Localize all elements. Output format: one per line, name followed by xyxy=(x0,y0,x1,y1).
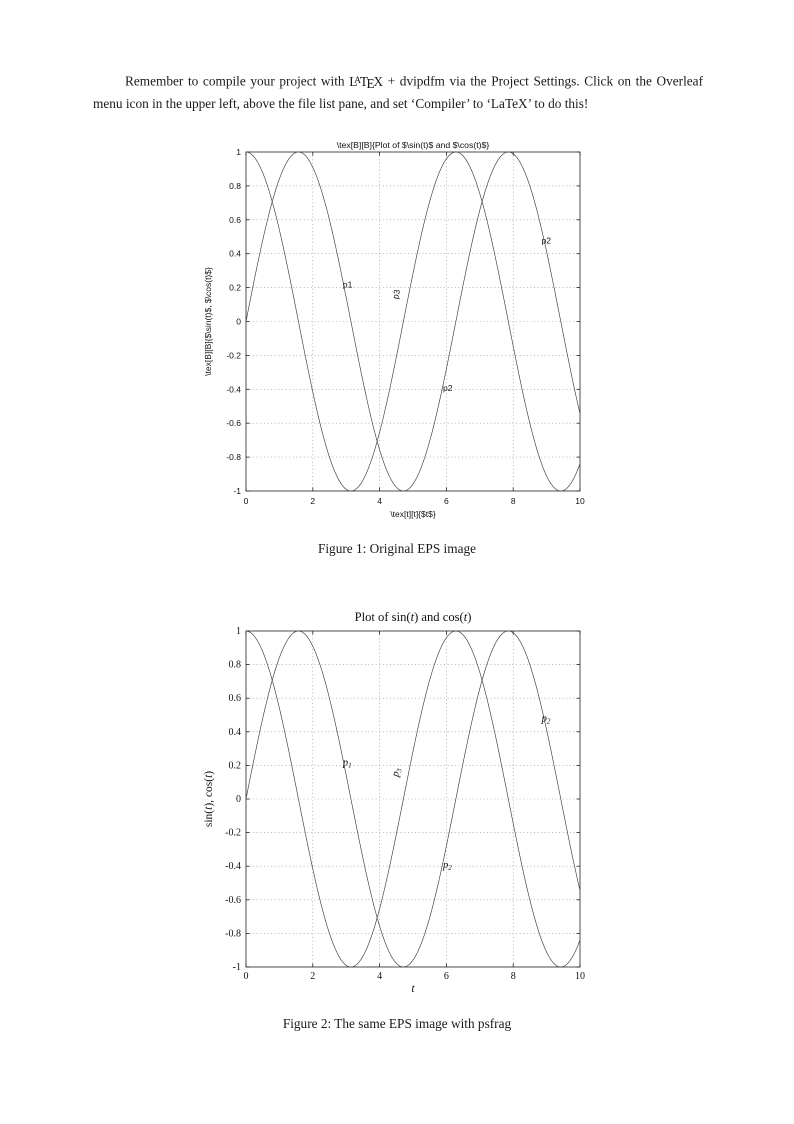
svg-text:0.8: 0.8 xyxy=(229,660,242,671)
svg-text:0: 0 xyxy=(236,317,241,327)
svg-text:6: 6 xyxy=(444,971,449,982)
svg-text:-0.2: -0.2 xyxy=(225,828,241,839)
latex-logo-letter: X xyxy=(373,73,384,89)
svg-text:-0.8: -0.8 xyxy=(226,452,241,462)
svg-text:0.2: 0.2 xyxy=(229,760,242,771)
svg-text:0.6: 0.6 xyxy=(229,215,241,225)
svg-text:p2: p2 xyxy=(541,714,551,726)
figure1-chart-svg: 0 2 4 6 8 10 1 0.8 0.6 0.4 0.2 0 -0.2 -0.4 -0.6 -0.8 -1 \… xyxy=(203,140,585,519)
latex-logo-letter: E xyxy=(366,76,375,92)
svg-text:0.2: 0.2 xyxy=(229,283,241,293)
svg-text:p1: p1 xyxy=(343,280,353,290)
svg-text:0: 0 xyxy=(244,971,249,982)
svg-text:p3: p3 xyxy=(390,288,402,300)
svg-text:t: t xyxy=(411,983,415,995)
figure2-psfrag-plot: 0 2 4 6 8 10 1 0.8 0.6 0.4 0.2 0 -0.2 -0.4 -0.6 -0.8 -1 P… xyxy=(200,600,600,1000)
svg-text:-0.8: -0.8 xyxy=(225,928,241,939)
svg-text:10: 10 xyxy=(575,971,585,982)
svg-text:\tex[t][t]{$t$}: \tex[t][t]{$t$} xyxy=(390,509,436,519)
svg-text:-1: -1 xyxy=(233,962,241,973)
svg-text:10: 10 xyxy=(575,496,585,506)
latex-logo-letter: L xyxy=(349,73,358,89)
figure2-caption: Figure 2: The same EPS image with psfrag xyxy=(282,1016,512,1031)
svg-text:4: 4 xyxy=(377,496,382,506)
svg-text:p2: p2 xyxy=(542,236,552,246)
intro-paragraph: Remember to compile your project with LA… xyxy=(93,71,703,113)
svg-text:0.6: 0.6 xyxy=(229,693,242,704)
svg-text:-0.6: -0.6 xyxy=(226,418,241,428)
intro-text-before: Remember to compile your project with xyxy=(125,73,350,89)
svg-text:Plot of sin(t) and cos(t): Plot of sin(t) and cos(t) xyxy=(355,610,472,624)
svg-text:8: 8 xyxy=(511,971,516,982)
svg-text:p2: p2 xyxy=(443,383,453,393)
figure2-chart-svg: 0 2 4 6 8 10 1 0.8 0.6 0.4 0.2 0 -0.2 -0.4 -0.6 -0.8 -1 P… xyxy=(203,610,585,995)
latex-logo-letter: A xyxy=(354,75,361,86)
svg-text:1: 1 xyxy=(236,147,241,157)
svg-text:-0.2: -0.2 xyxy=(226,350,241,360)
svg-text:0.4: 0.4 xyxy=(229,249,241,259)
svg-text:p2: p2 xyxy=(442,860,452,872)
latex-logo-letter: T xyxy=(359,73,368,89)
svg-text:0: 0 xyxy=(244,496,249,506)
intro-text-after: + dvipdfm via the Project Settings. Clic… xyxy=(93,73,704,111)
figure1-caption: Figure 1: Original EPS image xyxy=(317,541,477,556)
svg-text:2: 2 xyxy=(310,496,315,506)
figure1-eps-plot: 0 2 4 6 8 10 1 0.8 0.6 0.4 0.2 0 -0.2 -0.4 -0.6 -0.8 -1 \… xyxy=(200,136,600,531)
svg-text:-1: -1 xyxy=(233,486,241,496)
svg-text:\tex[B][B]{Plot of $\sin(t)$ a: \tex[B][B]{Plot of $\sin(t)$ and $\cos(t… xyxy=(337,140,490,150)
svg-text:0: 0 xyxy=(236,794,241,805)
svg-text:\tex[B][B]{$\sin(t)$, $\cos(t): \tex[B][B]{$\sin(t)$, $\cos(t)$} xyxy=(203,267,213,376)
svg-text:p1: p1 xyxy=(342,757,352,769)
svg-text:p3: p3 xyxy=(390,766,404,779)
svg-text:-0.4: -0.4 xyxy=(225,861,241,872)
svg-text:6: 6 xyxy=(444,496,449,506)
svg-text:-0.6: -0.6 xyxy=(225,895,241,906)
svg-text:0.4: 0.4 xyxy=(229,727,242,738)
svg-text:-0.4: -0.4 xyxy=(226,384,241,394)
svg-text:4: 4 xyxy=(377,971,382,982)
svg-text:1: 1 xyxy=(236,626,241,637)
svg-text:8: 8 xyxy=(511,496,516,506)
latex-logo: LATEX xyxy=(349,73,384,92)
svg-text:0.8: 0.8 xyxy=(229,181,241,191)
svg-text:sin(t), cos(t): sin(t), cos(t) xyxy=(203,771,215,827)
svg-text:2: 2 xyxy=(310,971,315,982)
